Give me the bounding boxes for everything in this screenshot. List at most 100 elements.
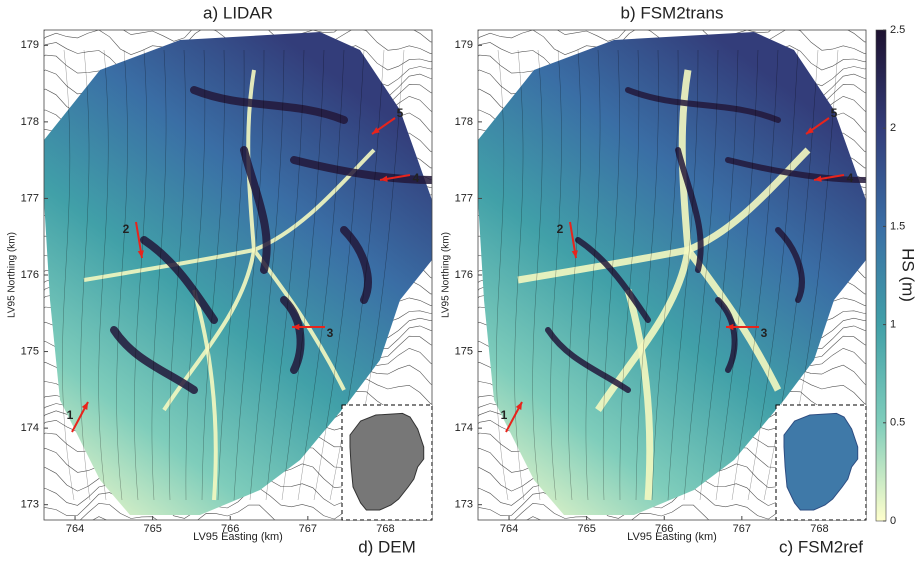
arrow-head <box>814 175 822 182</box>
inset-map <box>783 412 859 511</box>
annotation-label: 1 <box>67 408 74 422</box>
high-snow-drift <box>140 236 218 324</box>
map-contour <box>602 49 620 501</box>
x-tick-label: 764 <box>500 523 518 535</box>
x-tick-label: 765 <box>143 523 161 535</box>
y-tick-label: 177 <box>455 192 473 204</box>
low-snow-channel <box>624 289 654 501</box>
map-contour <box>514 49 525 501</box>
map-contour <box>715 49 759 501</box>
annotation-label: 4 <box>847 171 854 185</box>
y-tick-label: 174 <box>455 422 473 434</box>
map-contour <box>667 49 699 501</box>
colorbar-tick-label: 0.5 <box>890 417 905 429</box>
map-contour <box>185 49 206 501</box>
inset-label: d) DEM <box>358 537 416 556</box>
high-snow-drift <box>675 147 704 273</box>
map-contour <box>568 49 581 501</box>
colorbar-tick-label: 2 <box>890 122 896 134</box>
x-tick-label: 767 <box>733 523 751 535</box>
x-tick-label: 768 <box>810 523 828 535</box>
y-tick-label: 175 <box>455 345 473 357</box>
map-contour <box>281 49 325 501</box>
x-tick-label: 765 <box>577 523 595 535</box>
x-axis-label: LV95 Easting (km) <box>627 531 717 543</box>
y-axis-label: LV95 Northing (km) <box>7 232 18 318</box>
map-contour <box>249 49 285 501</box>
arrow-head <box>372 127 380 134</box>
colorbar <box>875 29 887 522</box>
colorbar-tick-label: 2.5 <box>890 24 905 36</box>
map-contour <box>217 49 245 501</box>
x-tick-label: 768 <box>376 523 394 535</box>
high-snow-drift <box>775 227 805 303</box>
annotation-label: 3 <box>327 326 334 340</box>
high-snow-drift <box>725 157 866 183</box>
high-snow-drift <box>240 146 271 274</box>
high-snow-drift <box>110 326 198 394</box>
map-contour <box>683 49 719 501</box>
x-tick-label: 766 <box>221 523 239 535</box>
x-tick-label: 767 <box>299 523 317 535</box>
arrow-head <box>571 250 578 258</box>
arrow-head <box>292 323 300 331</box>
map-contour <box>116 49 128 501</box>
x-axis-label: LV95 Easting (km) <box>193 531 283 543</box>
arrow-head <box>515 402 522 410</box>
arrow-head <box>81 402 88 410</box>
y-tick-label: 178 <box>455 116 473 128</box>
map-contour <box>532 49 543 501</box>
snow-features <box>62 49 432 501</box>
map-contour <box>98 49 109 501</box>
map-contour <box>747 49 799 501</box>
map-contour <box>585 49 601 501</box>
map-panel <box>44 30 432 520</box>
inset-label: c) FSM2ref <box>779 537 863 556</box>
map-contour <box>297 49 345 501</box>
high-snow-drift <box>545 327 631 393</box>
y-tick-label: 174 <box>21 422 39 434</box>
annotation-label: 5 <box>397 106 404 120</box>
colorbar-tick-label: 0 <box>890 515 896 527</box>
y-tick-label: 176 <box>21 269 39 281</box>
annotation-label: 1 <box>501 408 508 422</box>
y-tick-label: 177 <box>21 192 39 204</box>
annotation-label: 3 <box>761 326 768 340</box>
map-contour <box>496 49 509 501</box>
high-snow-drift <box>280 296 305 374</box>
snow-depth-area <box>44 32 432 515</box>
y-tick-label: 178 <box>21 116 39 128</box>
colorbar-tick-label: 1 <box>890 319 896 331</box>
map-contour <box>151 49 167 501</box>
arrow-head <box>137 250 144 258</box>
high-snow-drift <box>625 87 781 123</box>
map-contour <box>699 49 739 501</box>
panel-title: b) FSM2trans <box>621 3 724 22</box>
colorbar-label: HS (m) <box>899 248 918 302</box>
annotation-label: 2 <box>123 222 130 236</box>
x-tick-label: 764 <box>66 523 84 535</box>
map-contour <box>635 49 659 501</box>
x-tick-label: 766 <box>655 523 673 535</box>
map-contour <box>619 49 640 501</box>
high-snow-drift <box>290 156 432 184</box>
colorbar-tick-label: 1.5 <box>890 220 905 232</box>
map-contour <box>265 49 305 501</box>
snow-depth-area <box>478 32 866 515</box>
y-tick-label: 176 <box>455 269 473 281</box>
y-axis-label: LV95 Northing (km) <box>441 232 452 318</box>
map-contour <box>80 49 91 501</box>
map-contour <box>313 49 365 501</box>
map-contour <box>550 49 562 501</box>
map-contour <box>168 49 186 501</box>
annotation-label: 2 <box>557 222 564 236</box>
low-snow-channel <box>192 289 218 501</box>
arrow-head <box>806 127 814 134</box>
y-tick-label: 179 <box>455 39 473 51</box>
arrow-head <box>726 323 734 331</box>
high-snow-drift <box>190 86 348 124</box>
annotation-label: 5 <box>831 106 838 120</box>
y-tick-label: 173 <box>21 499 39 511</box>
map-contour <box>201 49 225 501</box>
